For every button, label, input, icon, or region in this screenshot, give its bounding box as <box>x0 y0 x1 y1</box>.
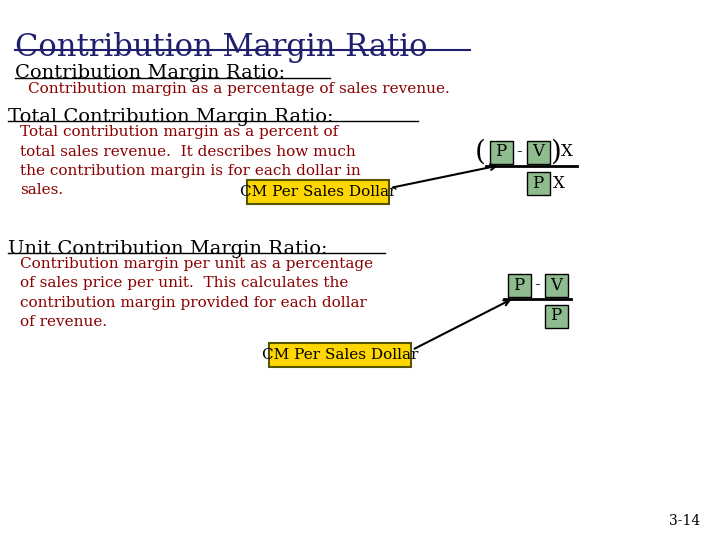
FancyBboxPatch shape <box>508 273 531 296</box>
Text: X: X <box>561 144 573 160</box>
Text: V: V <box>532 144 544 160</box>
FancyBboxPatch shape <box>490 140 513 164</box>
Text: P: P <box>532 174 544 192</box>
Text: (: ( <box>474 138 485 165</box>
FancyBboxPatch shape <box>544 305 567 327</box>
Text: CM Per Sales Dollar: CM Per Sales Dollar <box>240 185 396 199</box>
Text: X: X <box>553 174 565 192</box>
Text: Unit Contribution Margin Ratio:: Unit Contribution Margin Ratio: <box>8 240 328 258</box>
Text: Contribution Margin Ratio: Contribution Margin Ratio <box>15 32 428 63</box>
FancyBboxPatch shape <box>247 180 389 204</box>
Text: Contribution margin as a percentage of sales revenue.: Contribution margin as a percentage of s… <box>28 82 450 96</box>
Text: Contribution Margin Ratio:: Contribution Margin Ratio: <box>15 64 285 82</box>
FancyBboxPatch shape <box>526 140 549 164</box>
Text: -: - <box>516 144 522 160</box>
Text: V: V <box>550 276 562 294</box>
Text: Total Contribution Margin Ratio:: Total Contribution Margin Ratio: <box>8 108 333 126</box>
FancyBboxPatch shape <box>269 343 411 367</box>
Text: P: P <box>495 144 507 160</box>
Text: -: - <box>534 276 540 294</box>
FancyBboxPatch shape <box>544 273 567 296</box>
Text: Contribution margin per unit as a percentage
of sales price per unit.  This calc: Contribution margin per unit as a percen… <box>20 257 373 329</box>
Text: P: P <box>550 307 562 325</box>
FancyBboxPatch shape <box>526 172 549 194</box>
Text: CM Per Sales Dollar: CM Per Sales Dollar <box>262 348 418 362</box>
Text: Total contribution margin as a percent of
total sales revenue.  It describes how: Total contribution margin as a percent o… <box>20 125 361 198</box>
Text: 3-14: 3-14 <box>669 514 700 528</box>
Text: P: P <box>513 276 525 294</box>
Text: ): ) <box>549 138 560 165</box>
